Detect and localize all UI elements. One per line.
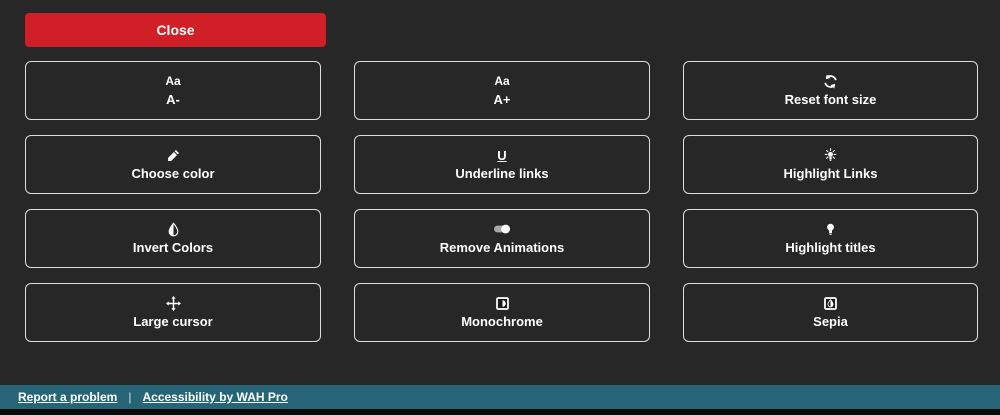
underline-icon: U xyxy=(497,147,507,163)
toggle-icon xyxy=(493,221,511,237)
invert-colors-button[interactable]: Invert Colors xyxy=(25,209,321,268)
sepia-icon xyxy=(823,295,838,311)
font-size-icon: Aa xyxy=(165,74,181,89)
button-label: A- xyxy=(166,92,180,108)
button-label: Invert Colors xyxy=(132,240,214,256)
sepia-button[interactable]: Sepia xyxy=(683,283,978,342)
bottom-strip xyxy=(0,409,1000,415)
monochrome-button[interactable]: Monochrome xyxy=(354,283,650,342)
remove-animations-button[interactable]: Remove Animations xyxy=(354,209,650,268)
footer-bar: Report a problem | Accessibility by WAH … xyxy=(0,385,1000,409)
highlight-titles-button[interactable]: Highlight titles xyxy=(683,209,978,268)
accessibility-credit-link[interactable]: Accessibility by WAH Pro xyxy=(142,390,288,404)
button-label: Highlight titles xyxy=(785,240,876,256)
close-button[interactable]: Close xyxy=(25,13,326,47)
button-label: A+ xyxy=(493,92,511,108)
choose-color-button[interactable]: Choose color xyxy=(25,135,321,194)
font-size-icon: Aa xyxy=(494,74,510,89)
button-label: Remove Animations xyxy=(439,240,565,256)
underline-links-button[interactable]: U Underline links xyxy=(354,135,650,194)
button-label: Underline links xyxy=(455,166,549,182)
highlight-links-button[interactable]: Highlight Links xyxy=(683,135,978,194)
reset-font-size-button[interactable]: Reset font size xyxy=(683,61,978,120)
button-label: Reset font size xyxy=(784,92,877,108)
bulb-icon xyxy=(824,221,837,237)
eyedropper-icon xyxy=(166,147,181,163)
button-label: Sepia xyxy=(813,314,848,330)
reset-arrows-icon xyxy=(823,73,838,89)
decrease-font-button[interactable]: Aa A- xyxy=(25,61,321,120)
button-label: Highlight Links xyxy=(783,166,878,182)
monochrome-icon xyxy=(495,295,510,311)
droplet-half-icon xyxy=(166,221,181,237)
button-label: Choose color xyxy=(131,166,215,182)
bulb-rays-icon xyxy=(823,147,838,163)
increase-font-button[interactable]: Aa A+ xyxy=(354,61,650,120)
button-label: Monochrome xyxy=(461,314,543,330)
footer-separator: | xyxy=(128,390,132,404)
report-problem-link[interactable]: Report a problem xyxy=(18,390,118,404)
large-cursor-button[interactable]: Large cursor xyxy=(25,283,321,342)
button-label: Large cursor xyxy=(133,314,213,330)
move-arrows-icon xyxy=(165,295,181,311)
accessibility-options-grid: Aa A- Aa A+ Reset font size Choo xyxy=(25,61,978,342)
